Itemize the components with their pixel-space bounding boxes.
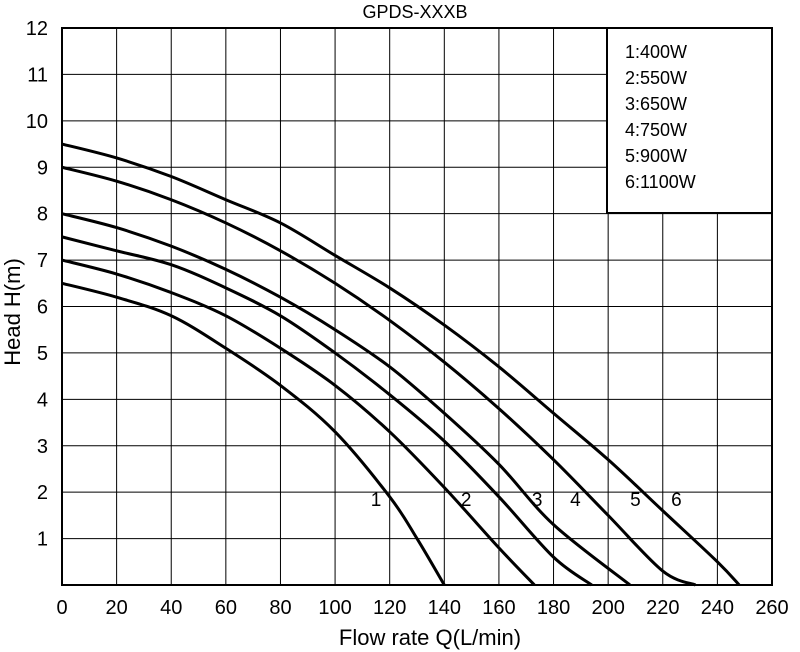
legend-entry: 2:550W: [625, 68, 687, 88]
y-tick-label: 6: [37, 297, 48, 319]
legend: 1:400W 2:550W 3:650W 4:750W 5:900W 6:1100W: [606, 27, 773, 214]
y-axis-title: Head H(m): [0, 258, 25, 366]
y-tick-label: 7: [37, 250, 48, 272]
legend-entry: 6:1100W: [625, 172, 696, 192]
x-tick-label: 20: [105, 597, 127, 619]
y-tick-label: 10: [26, 111, 48, 133]
y-tick-label: 2: [37, 482, 48, 504]
chart-title: GPDS-XXXB: [362, 2, 467, 22]
curve-label: 3: [532, 490, 543, 511]
plot-area-frame: [61, 27, 773, 586]
x-tick-labels: 0 20 40 60 80 100 120 140 160 180 200 220 240 260: [56, 597, 788, 619]
x-tick-label: 0: [56, 597, 67, 619]
legend-entry: 5:900W: [625, 146, 687, 166]
legend-box: [606, 27, 773, 214]
y-tick-label: 3: [37, 436, 48, 458]
curve-label: 5: [630, 490, 641, 511]
curve-6: [61, 142, 741, 587]
x-tick-label: 240: [701, 597, 734, 619]
x-tick-label: 120: [373, 597, 406, 619]
legend-entry: 4:750W: [625, 120, 687, 140]
legend-entry: 3:650W: [625, 94, 687, 114]
x-tick-label: 80: [269, 597, 291, 619]
x-tick-label: 260: [755, 597, 788, 619]
curve-1: [61, 281, 446, 586]
curve-label: 1: [371, 490, 382, 511]
y-tick-label: 1: [37, 529, 48, 551]
legend-items: 1:400W 2:550W 3:650W 4:750W 5:900W 6:1100W: [625, 42, 696, 192]
curve-labels: 1 2 3 4 5 6: [371, 490, 682, 511]
curves: [61, 142, 741, 587]
curve-5: [61, 165, 697, 587]
y-tick-label: 8: [37, 204, 48, 226]
x-tick-label: 200: [591, 597, 624, 619]
x-tick-label: 60: [215, 597, 237, 619]
curve-4: [61, 212, 631, 587]
curve-3: [61, 235, 593, 587]
x-tick-label: 140: [428, 597, 461, 619]
curve-label: 2: [461, 490, 472, 511]
legend-entry: 1:400W: [625, 42, 687, 62]
curve-2: [61, 258, 536, 587]
x-tick-label: 40: [160, 597, 182, 619]
y-tick-label: 4: [37, 389, 48, 411]
x-tick-label: 220: [646, 597, 679, 619]
curve-label: 6: [671, 490, 682, 511]
y-tick-label: 5: [37, 343, 48, 365]
x-axis-title: Flow rate Q(L/min): [339, 625, 521, 650]
x-tick-label: 180: [537, 597, 570, 619]
curve-label: 4: [570, 490, 581, 511]
y-tick-label: 12: [26, 18, 48, 40]
y-tick-label: 9: [37, 157, 48, 179]
x-tick-label: 100: [318, 597, 351, 619]
y-tick-label: 11: [27, 64, 48, 86]
x-tick-label: 160: [482, 597, 515, 619]
